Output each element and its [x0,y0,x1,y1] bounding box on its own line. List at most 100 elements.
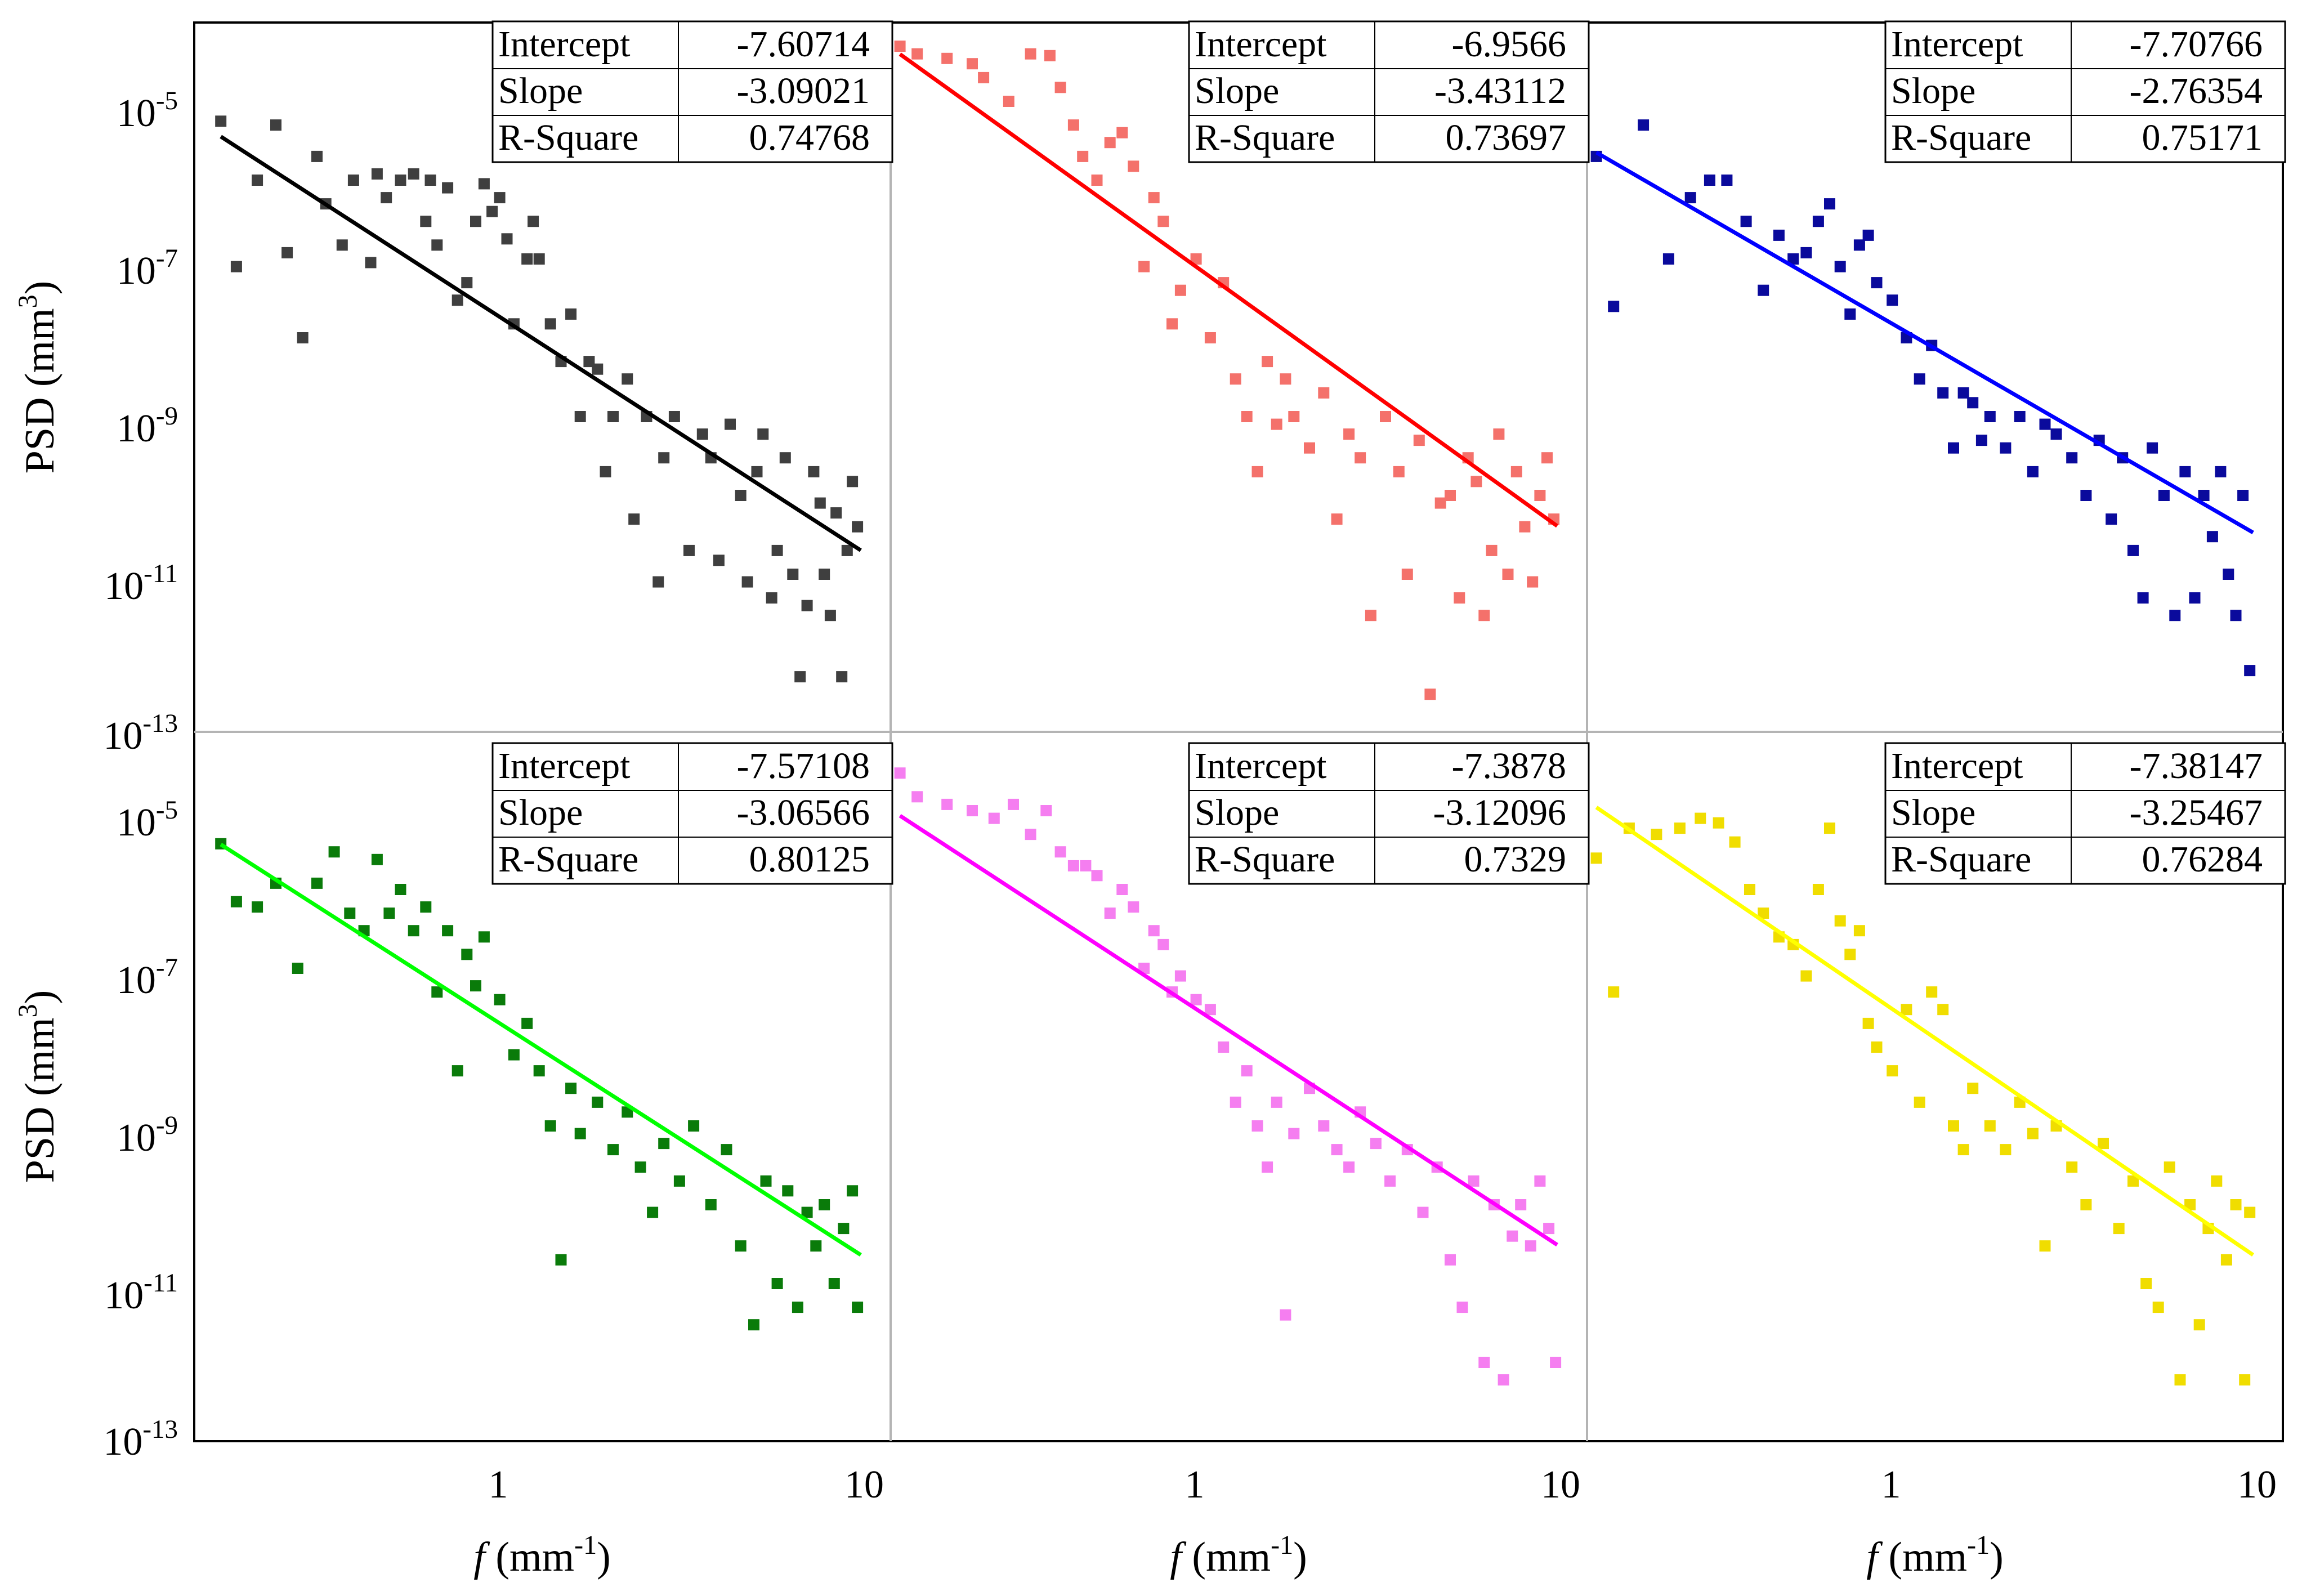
data-point [2230,1199,2242,1210]
stats-table-top-middle: Intercept Slope R-Square -6.9566 -3.4311… [1188,20,1590,163]
data-point [941,52,953,64]
ylabel-top: PSD (mm3) [13,281,63,474]
stats-table-top-right: Intercept Slope R-Square -7.70766 -2.763… [1884,20,2286,163]
data-point [1025,48,1036,60]
data-point [521,253,533,265]
data-point [1478,1357,1490,1368]
fit-line [1595,150,2254,535]
data-point [836,671,848,683]
data-point [230,896,242,907]
data-point [1104,907,1116,919]
data-point [574,411,586,422]
data-point [1262,356,1273,368]
data-point [328,846,340,858]
data-point [1434,497,1446,509]
data-point [794,671,806,683]
data-point [1025,829,1036,841]
data-point [2137,592,2149,604]
fit-line [1595,806,2255,1257]
ytick-bottom-4: 10-11 [104,1268,178,1317]
stat-label-intercept: Intercept [498,745,631,786]
data-point [1887,294,1898,306]
xtick-mid-10: 10 [1541,1463,1580,1506]
data-point [766,592,777,604]
data-point [634,1161,646,1173]
stat-label-intercept: Intercept [1195,24,1327,65]
data-point [1926,986,1938,998]
data-point [814,497,826,509]
data-point [1744,884,1755,895]
data-point [1862,229,1874,241]
stat-label-slope: Slope [498,792,583,833]
data-point [452,1065,463,1077]
data-point [395,175,406,186]
stat-value-rsquare: 0.75171 [2142,117,2263,158]
ytick-bottom-1: 10-5 [117,795,178,844]
data-point [779,452,791,464]
panel-bottom-middle [894,767,1562,1386]
data-point [574,1128,586,1139]
data-point [1054,82,1066,93]
stat-value-slope: -2.76354 [2130,70,2263,111]
data-point [431,986,443,998]
data-point [1844,949,1856,960]
data-point [470,980,481,992]
stat-label-slope: Slope [1195,792,1279,833]
stat-label-rsquare: R-Square [498,839,638,880]
data-point [1844,308,1856,320]
data-point [847,476,859,488]
data-point [1116,884,1128,895]
stat-label-intercept: Intercept [498,24,631,65]
data-point [470,216,481,227]
data-point [1365,610,1376,622]
data-point [1091,175,1103,186]
data-point [1318,1120,1330,1132]
data-point [521,1017,533,1029]
data-point [2080,1199,2092,1210]
data-point [647,1206,659,1218]
data-point [544,1120,556,1132]
data-point [494,994,506,1005]
data-point [2000,1144,2012,1156]
ylabel-bottom: PSD (mm3) [13,990,63,1183]
data-point [1758,907,1769,919]
data-point [230,261,242,272]
data-point [683,544,695,556]
fit-line [899,813,1558,1247]
data-point [592,1096,604,1108]
data-point [252,175,263,186]
data-point [1318,387,1330,399]
stat-label-slope: Slope [498,70,583,111]
data-point [1413,435,1425,446]
data-point [1590,852,1602,864]
data-point [1507,1230,1518,1242]
data-point [1948,442,1959,454]
data-point [1984,1120,1996,1132]
data-point [2164,1161,2175,1173]
data-point [1543,1223,1555,1235]
data-point [1853,925,1865,937]
data-point [1370,1138,1382,1150]
x-ticks: 1 10 1 10 1 10 [489,1463,2277,1506]
data-point [1887,1065,1898,1077]
stats-box [1884,742,2286,885]
stat-value-slope: -3.12096 [1433,792,1566,833]
data-point [1054,846,1066,858]
data-point [1834,261,1846,272]
data-point [2127,1175,2139,1187]
stats-box [491,20,893,163]
data-point [658,1138,670,1150]
xtick-mid-1: 1 [1185,1463,1205,1506]
data-point [1445,490,1456,501]
data-point [2206,531,2218,543]
xtick-right-10: 10 [2237,1463,2277,1506]
data-point [1704,175,1715,186]
data-point [1148,192,1160,204]
data-point [1871,277,1883,289]
data-point [1901,1004,1912,1016]
data-point [705,1199,717,1210]
stat-value-rsquare: 0.7329 [1464,839,1567,880]
data-point [1343,1161,1355,1173]
data-point [365,257,377,269]
data-point [431,239,443,251]
